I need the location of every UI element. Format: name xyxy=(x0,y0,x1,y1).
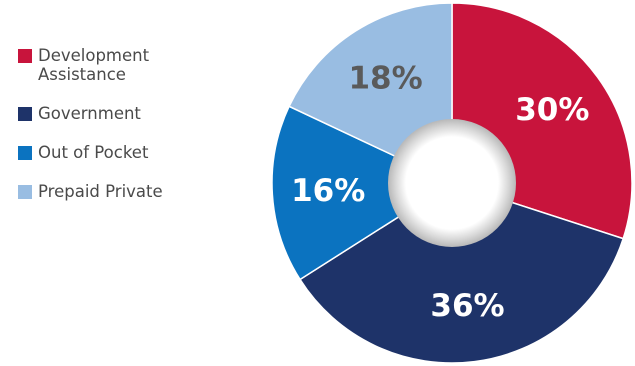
slice-label-out-of-pocket: 16% xyxy=(291,173,365,209)
slice-government xyxy=(298,182,625,364)
legend-swatch xyxy=(18,146,32,160)
legend-label: Out of Pocket xyxy=(38,143,149,162)
legend: Development Assistance Government Out of P… xyxy=(18,46,248,221)
legend-label: Prepaid Private xyxy=(38,182,163,201)
legend-item-out-of-pocket: Out of Pocket xyxy=(18,143,248,162)
donut-hole xyxy=(388,119,516,247)
legend-swatch xyxy=(18,185,32,199)
slice-label-development-assistance: 30% xyxy=(515,92,589,128)
slice-labels-group: 30% 36% 16% 18% xyxy=(291,60,589,324)
legend-swatch xyxy=(18,49,32,63)
slice-label-prepaid-private: 18% xyxy=(348,60,422,96)
legend-item-development-assistance: Development Assistance xyxy=(18,46,248,84)
slice-out-of-pocket xyxy=(271,105,454,281)
legend-label: Government xyxy=(38,104,141,123)
legend-label: Development Assistance xyxy=(38,46,150,84)
legend-item-prepaid-private: Prepaid Private xyxy=(18,182,248,201)
legend-swatch xyxy=(18,107,32,121)
legend-item-government: Government xyxy=(18,104,248,123)
slice-label-government: 36% xyxy=(430,288,504,324)
slices-group xyxy=(271,2,633,364)
